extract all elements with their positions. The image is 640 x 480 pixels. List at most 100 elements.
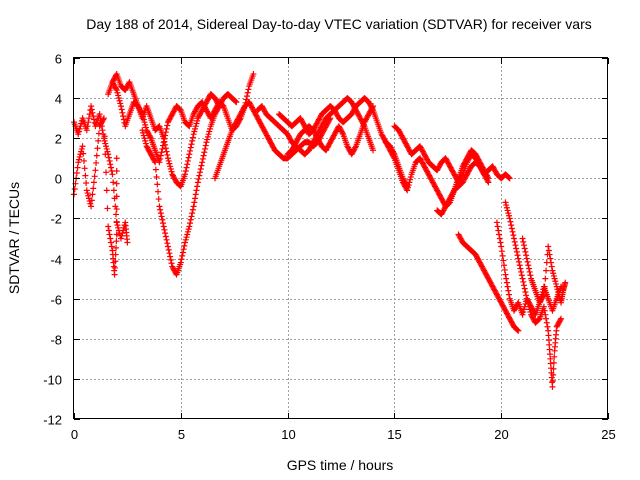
data-point bbox=[194, 117, 201, 124]
data-point bbox=[117, 235, 124, 242]
data-point bbox=[76, 125, 83, 132]
data-point bbox=[180, 246, 187, 253]
data-point bbox=[189, 206, 196, 213]
data-point bbox=[522, 288, 529, 295]
data-point bbox=[516, 258, 522, 265]
data-point bbox=[89, 109, 96, 116]
data-point bbox=[547, 255, 554, 262]
data-point bbox=[506, 175, 513, 182]
data-point bbox=[166, 250, 173, 257]
data-point bbox=[159, 216, 166, 223]
y-tick-label: 4 bbox=[55, 92, 62, 107]
series-track-16 bbox=[519, 235, 569, 306]
data-point bbox=[189, 137, 196, 144]
data-point bbox=[113, 167, 120, 174]
data-point bbox=[139, 127, 146, 134]
data-point bbox=[102, 151, 109, 158]
data-point bbox=[498, 248, 505, 255]
data-point bbox=[142, 140, 149, 147]
data-point bbox=[553, 283, 560, 290]
data-point bbox=[509, 228, 516, 235]
data-point bbox=[139, 111, 146, 118]
data-point bbox=[549, 377, 556, 384]
data-point bbox=[142, 137, 149, 144]
data-point bbox=[164, 243, 171, 250]
data-point bbox=[75, 156, 82, 163]
data-point bbox=[92, 167, 99, 174]
data-point bbox=[110, 187, 117, 194]
data-point bbox=[100, 115, 107, 122]
data-point bbox=[104, 205, 111, 212]
data-point bbox=[551, 353, 558, 360]
data-point bbox=[196, 172, 203, 179]
y-tick-label: -12 bbox=[43, 413, 62, 428]
data-point bbox=[542, 275, 549, 282]
data-point bbox=[113, 206, 120, 213]
data-point bbox=[511, 235, 518, 242]
data-point bbox=[370, 147, 377, 154]
data-point bbox=[114, 89, 121, 96]
data-point bbox=[79, 143, 86, 150]
data-point bbox=[85, 192, 92, 199]
data-point bbox=[87, 200, 94, 207]
data-point bbox=[546, 251, 553, 258]
data-point bbox=[189, 134, 196, 141]
data-point bbox=[182, 167, 189, 174]
data-point bbox=[195, 176, 202, 183]
data-point bbox=[191, 199, 198, 206]
data-point bbox=[151, 157, 158, 164]
data-point bbox=[157, 206, 164, 213]
data-point bbox=[510, 232, 517, 239]
data-point bbox=[113, 180, 120, 187]
data-point bbox=[105, 223, 112, 230]
data-point bbox=[197, 169, 204, 176]
data-point bbox=[164, 240, 171, 247]
data-point bbox=[181, 242, 188, 249]
data-point bbox=[199, 155, 206, 162]
data-point bbox=[101, 133, 108, 140]
data-point bbox=[93, 152, 100, 159]
data-point bbox=[113, 85, 120, 92]
data-point bbox=[520, 242, 527, 249]
x-tick-label: 0 bbox=[71, 427, 78, 442]
data-point bbox=[233, 99, 240, 106]
data-point bbox=[110, 179, 117, 186]
data-point bbox=[244, 89, 251, 96]
data-point bbox=[190, 131, 197, 138]
data-point bbox=[112, 258, 119, 265]
data-point bbox=[105, 227, 112, 234]
data-point bbox=[90, 113, 97, 120]
data-point bbox=[157, 155, 164, 162]
data-point bbox=[164, 151, 171, 158]
data-point bbox=[562, 279, 569, 286]
data-point bbox=[550, 371, 557, 378]
data-point bbox=[78, 120, 85, 127]
data-point bbox=[160, 139, 167, 146]
data-point bbox=[504, 207, 511, 214]
data-point bbox=[506, 215, 513, 222]
data-point bbox=[93, 159, 100, 166]
data-point bbox=[499, 252, 506, 259]
data-point bbox=[184, 157, 191, 164]
data-point bbox=[404, 187, 411, 194]
data-point bbox=[550, 359, 557, 366]
data-point bbox=[116, 97, 123, 104]
data-point bbox=[520, 238, 527, 245]
data-point bbox=[121, 222, 128, 229]
data-point bbox=[115, 92, 122, 99]
data-point bbox=[508, 222, 515, 229]
data-point bbox=[503, 202, 510, 209]
data-point bbox=[525, 262, 532, 269]
data-point bbox=[154, 181, 161, 188]
data-point bbox=[183, 164, 190, 171]
data-point bbox=[508, 225, 515, 232]
data-point bbox=[84, 190, 91, 197]
data-point bbox=[160, 220, 166, 227]
data-point bbox=[558, 315, 565, 322]
data-point bbox=[550, 272, 557, 279]
y-tick-label: 2 bbox=[55, 132, 62, 147]
data-point bbox=[88, 103, 95, 110]
data-point bbox=[244, 93, 251, 100]
chart-title: Day 188 of 2014, Sidereal Day-to-day VTE… bbox=[86, 16, 592, 32]
data-point bbox=[94, 145, 101, 152]
